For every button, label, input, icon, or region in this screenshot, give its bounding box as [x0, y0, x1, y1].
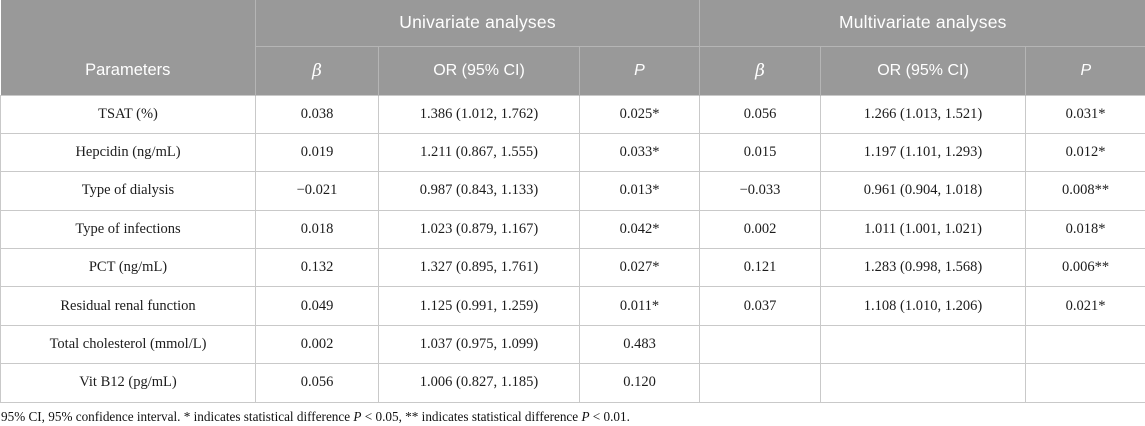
uni-or-cell: 1.327 (0.895, 1.761)	[378, 248, 580, 288]
multi-or-cell: 1.266 (1.013, 1.521)	[820, 94, 1027, 134]
parameter-cell: PCT (ng/mL)	[0, 248, 256, 288]
multi-or-cell: 0.961 (0.904, 1.018)	[820, 171, 1027, 211]
parameter-cell: Type of infections	[0, 209, 256, 250]
table-row: Total cholesterol (mmol/L) 0.002 1.037 (…	[0, 324, 1145, 365]
table-row: Hepcidin (ng/mL) 0.019 1.211 (0.867, 1.5…	[0, 132, 1145, 173]
header-parameters: Parameters	[0, 0, 256, 95]
uni-p-cell: 0.013*	[578, 171, 701, 211]
table-row: Type of dialysis −0.021 0.987 (0.843, 1.…	[0, 171, 1145, 211]
uni-or-cell: 1.211 (0.867, 1.555)	[378, 132, 580, 173]
table-footnote: 95% CI, 95% confidence interval. * indic…	[0, 403, 1145, 425]
uni-or-cell: 1.037 (0.975, 1.099)	[378, 324, 580, 365]
uni-beta-cell: 0.049	[255, 286, 379, 326]
parameter-cell: Type of dialysis	[0, 171, 256, 211]
multi-p-cell	[1025, 324, 1145, 365]
parameter-cell: Residual renal function	[0, 286, 256, 326]
header-univariate-analyses: Univariate analyses	[254, 0, 700, 47]
uni-p-cell: 0.033*	[578, 132, 701, 173]
multi-p-cell: 0.008**	[1025, 171, 1145, 211]
multi-or-cell: 1.011 (1.001, 1.021)	[820, 209, 1027, 250]
p-symbol: P	[634, 61, 645, 79]
multi-beta-cell: 0.015	[699, 132, 822, 173]
multi-or-cell: 1.197 (1.101, 1.293)	[820, 132, 1027, 173]
multi-p-cell: 0.021*	[1025, 286, 1145, 326]
table-row: Type of infections 0.018 1.023 (0.879, 1…	[0, 209, 1145, 250]
multi-p-cell: 0.012*	[1025, 132, 1145, 173]
header-multivariate-analyses: Multivariate analyses	[699, 0, 1145, 47]
uni-p-cell: 0.120	[578, 363, 701, 403]
footnote-text: < 0.01.	[589, 408, 630, 424]
uni-or-cell: 1.006 (0.827, 1.185)	[378, 363, 580, 403]
uni-beta-cell: 0.056	[255, 363, 379, 403]
uni-or-cell: 1.125 (0.991, 1.259)	[378, 286, 580, 326]
uni-p-cell: 0.483	[578, 324, 701, 365]
multi-beta-cell: 0.056	[699, 94, 822, 134]
multi-beta-cell	[699, 324, 822, 365]
multi-p-cell	[1025, 363, 1145, 403]
multi-beta-cell: 0.121	[699, 248, 822, 288]
header-multi-p: P	[1025, 46, 1145, 95]
uni-or-cell: 1.023 (0.879, 1.167)	[378, 209, 580, 250]
uni-p-cell: 0.011*	[578, 286, 701, 326]
footnote-text: 95% CI, 95% confidence interval. * indic…	[1, 408, 354, 424]
header-uni-or-ci: OR (95% CI)	[378, 46, 580, 95]
multi-beta-cell: −0.033	[699, 171, 822, 211]
header-uni-beta: β	[255, 46, 379, 95]
multi-beta-cell: 0.002	[699, 209, 822, 250]
table-row: Residual renal function 0.049 1.125 (0.9…	[0, 286, 1145, 326]
uni-p-cell: 0.042*	[578, 209, 701, 250]
multi-p-cell: 0.031*	[1025, 94, 1145, 134]
table-body: TSAT (%) 0.038 1.386 (1.012, 1.762) 0.02…	[0, 94, 1145, 403]
multi-p-cell: 0.006**	[1025, 248, 1145, 288]
footnote-p-italic: P	[581, 408, 590, 424]
footnote-p-italic: P	[353, 408, 362, 424]
uni-beta-cell: −0.021	[255, 171, 379, 211]
table-header: Parameters Univariate analyses Multivari…	[0, 0, 1145, 95]
multi-or-cell: 1.283 (0.998, 1.568)	[820, 248, 1027, 288]
uni-beta-cell: 0.038	[255, 94, 379, 134]
uni-beta-cell: 0.132	[255, 248, 379, 288]
header-multi-or-ci: OR (95% CI)	[820, 46, 1026, 95]
multi-beta-cell: 0.037	[699, 286, 822, 326]
uni-beta-cell: 0.018	[255, 209, 379, 250]
table-row: PCT (ng/mL) 0.132 1.327 (0.895, 1.761) 0…	[0, 248, 1145, 288]
uni-p-cell: 0.027*	[578, 248, 701, 288]
uni-p-cell: 0.025*	[578, 94, 701, 134]
multi-or-cell	[820, 363, 1027, 403]
uni-or-cell: 1.386 (1.012, 1.762)	[378, 94, 580, 134]
table-row: Vit B12 (pg/mL) 0.056 1.006 (0.827, 1.18…	[0, 363, 1145, 403]
beta-symbol: β	[755, 60, 765, 81]
uni-beta-cell: 0.002	[255, 324, 379, 365]
parameter-cell: Vit B12 (pg/mL)	[0, 363, 256, 403]
group-header-row: Parameters Univariate analyses Multivari…	[0, 0, 1145, 95]
uni-or-cell: 0.987 (0.843, 1.133)	[378, 171, 580, 211]
header-multi-beta: β	[699, 46, 821, 95]
parameter-cell: TSAT (%)	[0, 94, 256, 134]
uni-beta-cell: 0.019	[255, 132, 379, 173]
multi-or-cell: 1.108 (1.010, 1.206)	[820, 286, 1027, 326]
header-uni-p: P	[578, 46, 700, 95]
multi-or-cell	[820, 324, 1027, 365]
footnote-text: < 0.05, ** indicates statistical differe…	[361, 408, 582, 424]
table-row: TSAT (%) 0.038 1.386 (1.012, 1.762) 0.02…	[0, 94, 1145, 134]
multi-p-cell: 0.018*	[1025, 209, 1145, 250]
column-header-row: β OR (95% CI) P β OR (95% CI) P	[1, 46, 1145, 95]
beta-symbol: β	[312, 60, 322, 81]
parameter-cell: Total cholesterol (mmol/L)	[0, 324, 256, 365]
multi-beta-cell	[699, 363, 822, 403]
p-symbol: P	[1080, 61, 1092, 79]
regression-analyses-table: Parameters Univariate analyses Multivari…	[0, 0, 1145, 403]
parameter-cell: Hepcidin (ng/mL)	[0, 132, 256, 173]
